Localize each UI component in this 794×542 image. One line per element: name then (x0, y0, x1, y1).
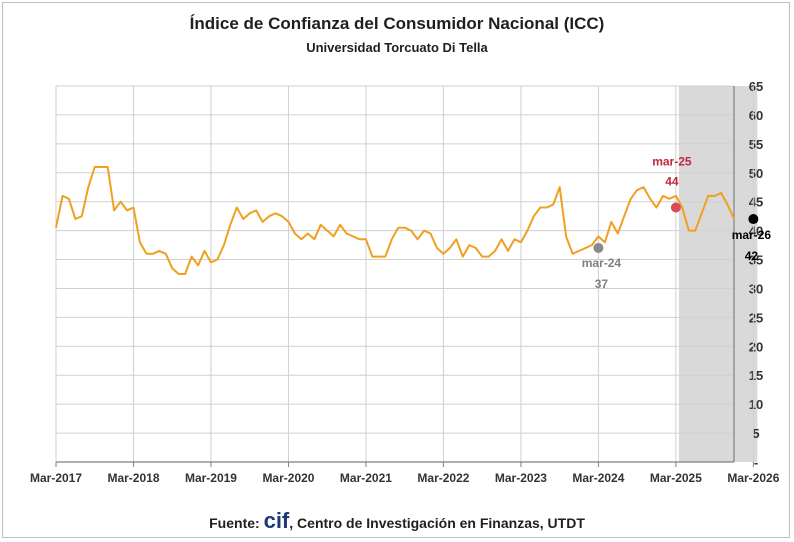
y-tick-label: 25 (749, 310, 763, 325)
y-tick-label: - (754, 455, 758, 470)
y-tick-label: 35 (749, 253, 763, 268)
footer-source-text: , Centro de Investigación en Finanzas, U… (289, 515, 585, 531)
y-tick-label: 55 (749, 137, 763, 152)
highlight-value-mar-26: 42 (745, 249, 759, 263)
x-tick-label: Mar-2018 (107, 471, 159, 485)
x-tick-label: Mar-2023 (495, 471, 547, 485)
highlight-label-mar-25: mar-25 (652, 154, 692, 168)
chart-title: Índice de Confianza del Consumidor Nacio… (189, 14, 605, 33)
x-tick-label: Mar-2019 (185, 471, 237, 485)
y-tick-label: 10 (749, 397, 763, 412)
y-tick-label: 5 (752, 426, 759, 441)
chart-subtitle: Universidad Torcuato Di Tella (306, 40, 488, 55)
footer-prefix: Fuente: (209, 515, 264, 531)
y-tick-label: 40 (749, 224, 763, 239)
x-tick-label: Mar-2021 (340, 471, 392, 485)
shaded-region (678, 86, 758, 462)
y-tick-label: 65 (749, 79, 763, 94)
series-line-icc (55, 166, 735, 275)
y-tick-label: 30 (749, 281, 763, 296)
y-tick-label: 50 (749, 166, 763, 181)
highlight-label-mar-26: mar-26 (732, 228, 772, 242)
y-tick-label: 60 (749, 108, 763, 123)
x-tick-label: Mar-2020 (262, 471, 314, 485)
highlight-point-mar-25 (670, 202, 681, 213)
x-tick-label: Mar-2026 (727, 471, 779, 485)
chart-footer: Fuente: cif, Centro de Investigación en … (0, 508, 794, 534)
highlight-value-mar-25: 44 (665, 174, 679, 188)
y-tick-label: 15 (749, 368, 763, 383)
highlight-value-mar-24: 37 (595, 277, 609, 291)
cif-logo-text: cif (263, 508, 290, 533)
x-tick-label: Mar-2025 (650, 471, 702, 485)
highlight-point-mar-26 (748, 214, 759, 225)
y-tick-label: 45 (749, 195, 763, 210)
y-tick-label: 20 (749, 339, 763, 354)
highlight-point-mar-24 (593, 242, 604, 253)
x-tick-label: Mar-2017 (30, 471, 82, 485)
x-tick-label: Mar-2024 (572, 471, 624, 485)
highlight-label-mar-24: mar-24 (582, 256, 622, 270)
x-tick-label: Mar-2022 (417, 471, 469, 485)
